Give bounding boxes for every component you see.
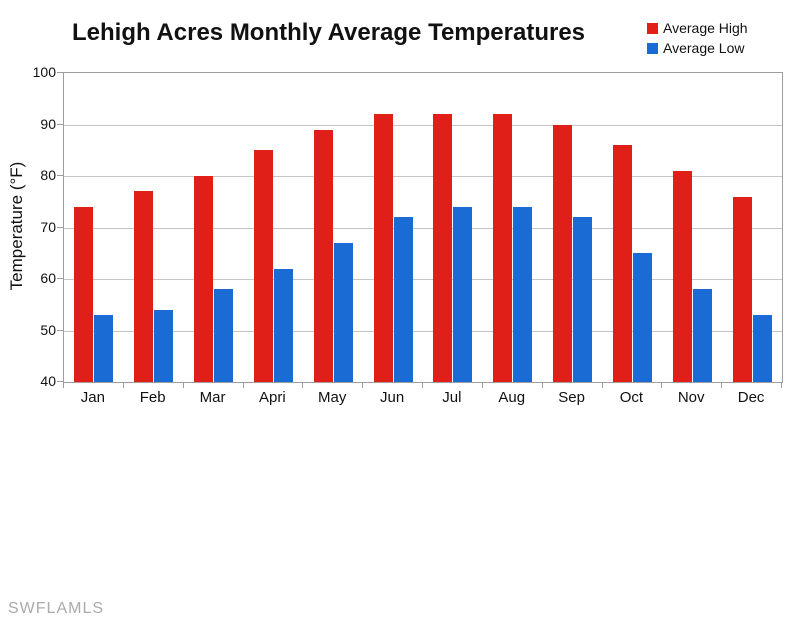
- y-tick-mark-90: [57, 124, 63, 125]
- bar-average-high-dec: [732, 196, 752, 382]
- gridline-60: [64, 279, 782, 280]
- x-category-label-jul: Jul: [442, 389, 462, 406]
- bar-average-low-oct: [632, 253, 652, 382]
- bar-average-high-jul: [433, 114, 453, 382]
- legend-item-average-low: Average Low: [647, 38, 748, 58]
- x-category-label-oct: Oct: [619, 389, 644, 406]
- x-tick-mark-9: [602, 383, 603, 388]
- y-tick-label-60: 60: [40, 270, 56, 286]
- plot-area: [63, 72, 783, 383]
- bar-average-high-sep: [553, 124, 573, 382]
- x-category-label-mar: Mar: [199, 389, 226, 406]
- x-tick-mark-0: [63, 383, 64, 388]
- bar-average-low-feb: [154, 309, 174, 382]
- gridline-50: [64, 331, 782, 332]
- x-category-label-jan: Jan: [80, 389, 105, 406]
- bar-average-low-dec: [752, 315, 772, 382]
- bar-average-high-jun: [373, 114, 393, 382]
- x-category-label-may: May: [318, 389, 347, 406]
- y-tick-mark-50: [57, 330, 63, 331]
- bar-average-low-aug: [513, 206, 533, 382]
- y-tick-label-40: 40: [40, 373, 56, 389]
- x-tick-mark-7: [482, 383, 483, 388]
- gridline-70: [64, 228, 782, 229]
- bar-average-high-may: [313, 129, 333, 382]
- bar-average-low-jan: [94, 315, 114, 382]
- x-tick-mark-12: [781, 383, 782, 388]
- x-tick-mark-1: [123, 383, 124, 388]
- bar-average-low-nov: [692, 289, 712, 382]
- bar-average-low-mar: [214, 289, 234, 382]
- watermark: SWFLAMLS: [8, 600, 105, 617]
- y-tick-mark-40: [57, 381, 63, 382]
- y-tick-mark-60: [57, 278, 63, 279]
- x-category-label-apri: Apri: [259, 389, 286, 406]
- x-tick-mark-2: [183, 383, 184, 388]
- bar-average-low-sep: [573, 217, 593, 382]
- legend-swatch-average-high: [647, 22, 658, 34]
- legend: Average High Average Low: [647, 18, 748, 58]
- bar-average-high-aug: [493, 114, 513, 382]
- gridline-90: [64, 125, 782, 126]
- x-tick-mark-11: [721, 383, 722, 388]
- bar-average-low-jun: [393, 217, 413, 382]
- y-tick-label-80: 80: [40, 167, 56, 183]
- bar-average-low-apri: [273, 268, 293, 382]
- x-tick-mark-6: [422, 383, 423, 388]
- bar-average-high-feb: [134, 191, 154, 382]
- bar-average-low-may: [333, 243, 353, 382]
- x-category-label-aug: Aug: [498, 389, 526, 406]
- y-tick-label-90: 90: [40, 116, 56, 132]
- x-tick-mark-3: [243, 383, 244, 388]
- y-tick-mark-80: [57, 175, 63, 176]
- legend-label-average-high: Average High: [663, 20, 748, 36]
- y-tick-label-100: 100: [32, 64, 56, 80]
- bar-average-high-jan: [74, 206, 94, 382]
- x-tick-mark-5: [362, 383, 363, 388]
- y-tick-label-50: 50: [40, 322, 56, 338]
- y-tick-label-70: 70: [40, 219, 56, 235]
- legend-swatch-average-low: [647, 42, 658, 54]
- bar-average-low-jul: [453, 206, 473, 382]
- bar-average-high-mar: [194, 176, 214, 382]
- bar-average-high-apri: [253, 150, 273, 382]
- chart-title: Lehigh Acres Monthly Average Temperature…: [72, 19, 586, 46]
- y-tick-mark-70: [57, 227, 63, 228]
- x-category-label-dec: Dec: [737, 389, 765, 406]
- x-category-label-feb: Feb: [139, 389, 166, 406]
- x-category-label-jun: Jun: [379, 389, 405, 406]
- bar-average-high-nov: [672, 170, 692, 382]
- x-category-label-nov: Nov: [677, 389, 705, 406]
- gridline-80: [64, 176, 782, 177]
- legend-label-average-low: Average Low: [663, 40, 745, 56]
- x-category-label-sep: Sep: [558, 389, 585, 406]
- x-tick-mark-8: [542, 383, 543, 388]
- legend-item-average-high: Average High: [647, 18, 748, 38]
- y-tick-mark-100: [57, 72, 63, 73]
- x-tick-mark-4: [302, 383, 303, 388]
- x-tick-mark-10: [661, 383, 662, 388]
- bar-average-high-oct: [612, 145, 632, 382]
